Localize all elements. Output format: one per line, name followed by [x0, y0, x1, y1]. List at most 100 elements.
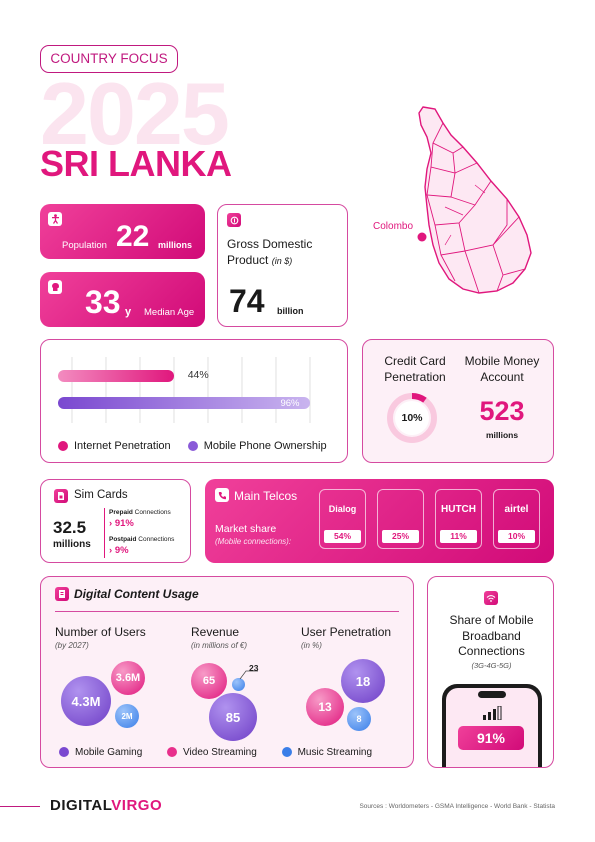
- country-title: SRI LANKA: [40, 143, 232, 184]
- broadband-title: Share of Mobile Broadband Connections: [428, 613, 553, 660]
- phone-illustration: 91%: [442, 684, 542, 767]
- broadband-sub: (3G-4G-5G): [471, 661, 512, 670]
- postpaid-value: 9%: [114, 545, 129, 556]
- penetration-title: User Penetration: [301, 625, 392, 639]
- sim-cards-unit: millions: [53, 539, 91, 550]
- mobile-money-line2: Account: [480, 369, 524, 384]
- telcos-label: Market share: [215, 523, 277, 535]
- wifi-icon: [484, 591, 498, 605]
- telco-share: 11%: [440, 530, 477, 543]
- penetration-mobile-gaming-bubble: 18: [341, 659, 385, 703]
- gdp-qualifier: (in $): [271, 256, 293, 266]
- population-card: Population 22 millions: [40, 204, 205, 259]
- median-age-card: 33 y Median Age: [40, 272, 205, 327]
- median-age-value: 33: [85, 284, 121, 320]
- credit-card-label: Credit Card Penetration: [377, 354, 453, 385]
- mobile-money-label: Mobile Money Account: [457, 354, 547, 385]
- mobile-legend-dot: [187, 441, 198, 452]
- broadband-card: Share of Mobile Broadband Connections (3…: [427, 576, 554, 768]
- population-value: 22: [116, 220, 150, 253]
- broadband-line3: Connections: [458, 644, 525, 658]
- revenue-video-streaming-bubble: 65: [191, 663, 227, 699]
- credit-card-value: 10%: [401, 412, 423, 424]
- content-legend: Mobile Gaming Video Streaming Music Stre…: [59, 747, 372, 758]
- telcos-card: Main Telcos Market share (Mobile connect…: [205, 479, 554, 563]
- population-label: Population: [62, 240, 107, 251]
- users-sub: (by 2027): [55, 641, 89, 650]
- mobile-money-value: 523: [479, 396, 525, 426]
- revenue-callout-line: [239, 670, 258, 680]
- postpaid-suffix: Connections: [138, 536, 175, 543]
- gdp-label-line2: Product: [227, 253, 269, 267]
- mobile-gaming-label: Mobile Gaming: [75, 747, 143, 758]
- music-streaming-dot: [281, 747, 292, 758]
- revenue-sub: (in millions of €): [191, 641, 248, 650]
- bar-gridlines: [71, 357, 311, 423]
- digital-virgo-logo: DIGITALVIRGO: [50, 797, 162, 814]
- phone-notch: [478, 691, 506, 698]
- prepaid-label: Prepaid: [109, 509, 133, 516]
- dialog-logo: Dialog: [328, 504, 357, 514]
- colombo-label: Colombo: [373, 221, 414, 232]
- digital-content-card: Digital Content Usage Number of Users (b…: [40, 576, 414, 768]
- penetration-legend: Internet Penetration Mobile Phone Owners…: [58, 440, 327, 452]
- median-age-suffix: y: [125, 306, 132, 318]
- sources-text: Sources : Worldometers - GSMA Intelligen…: [359, 803, 555, 810]
- median-age-label: Median Age: [144, 307, 195, 318]
- digital-content-title: Digital Content Usage: [74, 587, 199, 601]
- hutch-logo: HUTCH: [441, 504, 476, 515]
- video-streaming-dot: [167, 747, 178, 758]
- footer-line: [0, 806, 40, 807]
- credit-card-donut: [387, 393, 437, 443]
- gdp-value: 74: [229, 283, 265, 319]
- prepaid-row: Prepaid Connections: [109, 509, 171, 516]
- revenue-music-streaming-value: 23: [249, 663, 259, 673]
- telcos-title: Main Telcos: [234, 489, 298, 503]
- sim-card-icon: [54, 489, 68, 503]
- penetration-card: 44% 96% Internet Penetration Mobile Phon…: [40, 339, 348, 463]
- postpaid-row: Postpaid Connections: [109, 536, 174, 543]
- phone-icon: [215, 488, 229, 502]
- music-streaming-label: Music Streaming: [297, 747, 373, 758]
- year-watermark: 2025: [40, 64, 230, 163]
- revenue-music-streaming-dot: [232, 678, 245, 691]
- telco-share: 10%: [498, 530, 535, 543]
- colombo-marker: [417, 232, 427, 242]
- sim-cards-card: Sim Cards 32.5 millions Prepaid Connecti…: [40, 479, 191, 563]
- sim-divider: [104, 508, 105, 558]
- penetration-music-streaming-bubble: 8: [347, 707, 371, 731]
- telco-share: 54%: [324, 530, 361, 543]
- sri-lanka-map: [417, 106, 532, 294]
- brand-part-a: DIGITAL: [50, 797, 112, 814]
- credit-card-line1: Credit Card: [384, 354, 446, 368]
- telco-share: 25%: [382, 530, 419, 543]
- gdp-unit: billion: [277, 306, 304, 316]
- gdp-label-row2: Product (in $): [227, 253, 292, 267]
- sim-cards-value: 32.5: [53, 518, 87, 537]
- digital-content-divider: [55, 611, 399, 612]
- broadband-line2: Broadband: [462, 628, 521, 643]
- internet-legend-label: Internet Penetration: [74, 440, 171, 452]
- chevron-right-icon: ›: [109, 545, 113, 556]
- population-unit: millions: [158, 240, 193, 250]
- postpaid-value-row: › 9%: [109, 545, 129, 556]
- country-focus-badge: COUNTRY FOCUS: [40, 45, 178, 73]
- brand-part-b: VIRGO: [111, 797, 163, 814]
- content-icon: [55, 587, 69, 601]
- revenue-mobile-gaming-bubble: 85: [209, 693, 257, 741]
- signal-bars-icon: [483, 706, 502, 720]
- postpaid-label: Postpaid: [109, 536, 137, 543]
- revenue-title: Revenue: [191, 625, 240, 639]
- prepaid-value-row: › 91%: [109, 518, 134, 529]
- person-icon: [48, 212, 62, 226]
- telcos-sublabel: (Mobile connections):: [215, 537, 292, 546]
- broadband-line1: Share of Mobile: [449, 613, 534, 627]
- mobile-gaming-dot: [59, 747, 69, 758]
- prepaid-value: 91%: [114, 518, 134, 529]
- mobile-ownership-bar: [58, 397, 311, 409]
- mobile-money-unit: millions: [485, 430, 519, 440]
- prepaid-suffix: Connections: [134, 509, 171, 516]
- telco-second: 25%: [377, 489, 424, 549]
- credit-card-line2: Penetration: [384, 369, 446, 384]
- internet-penetration-bar: [58, 370, 174, 382]
